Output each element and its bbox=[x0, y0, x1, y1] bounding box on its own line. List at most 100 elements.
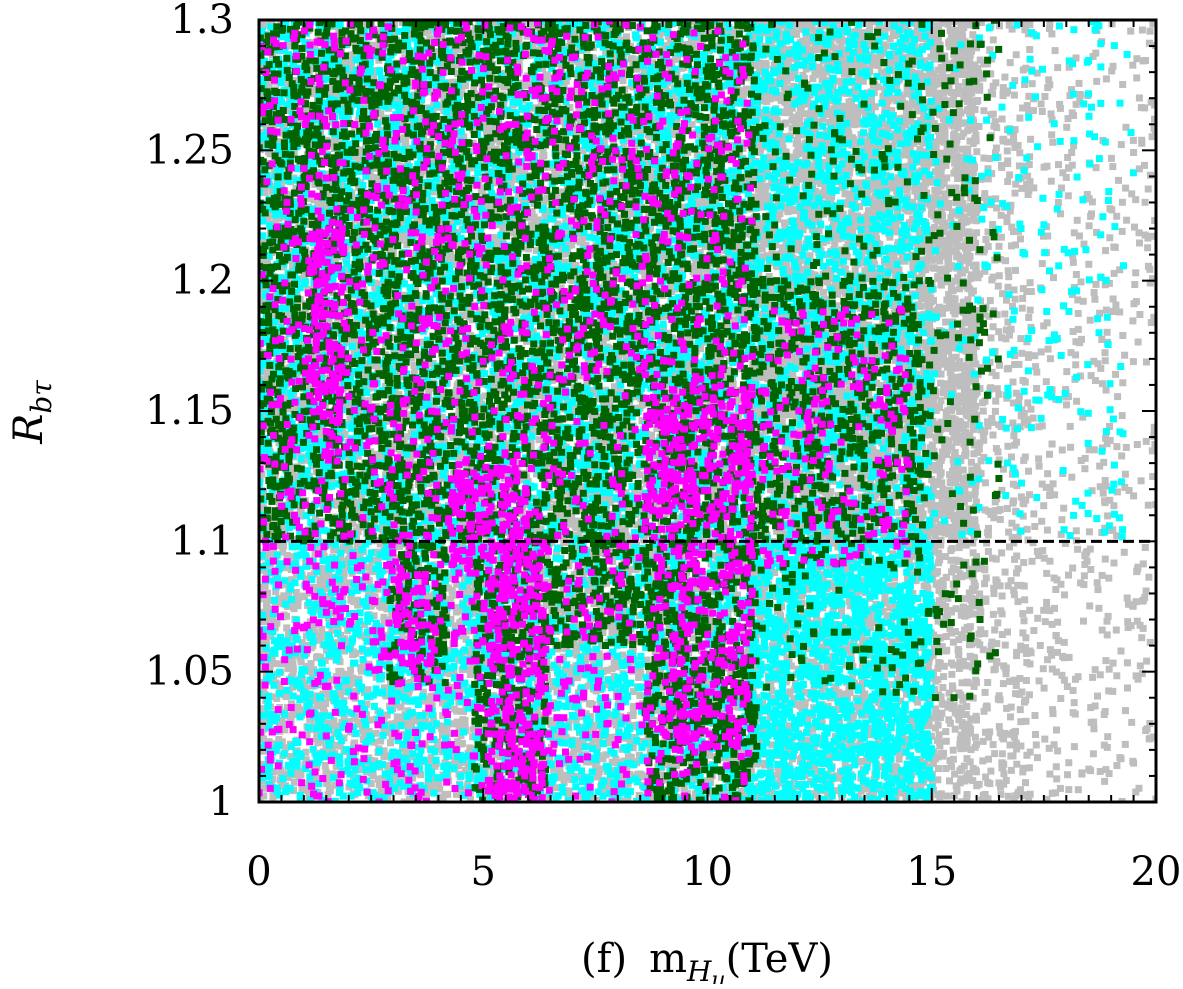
data-point bbox=[1046, 451, 1053, 458]
data-point bbox=[988, 276, 995, 283]
data-point bbox=[1102, 766, 1109, 773]
data-point bbox=[1081, 465, 1088, 472]
data-point bbox=[1081, 572, 1088, 579]
data-point bbox=[985, 175, 992, 182]
data-point bbox=[992, 398, 999, 405]
data-point bbox=[1143, 658, 1150, 665]
data-point bbox=[1130, 492, 1137, 499]
data-point bbox=[948, 671, 955, 678]
data-point bbox=[1067, 444, 1074, 451]
data-point bbox=[1049, 139, 1056, 146]
data-point bbox=[1086, 528, 1093, 535]
data-point bbox=[1044, 163, 1051, 170]
data-point bbox=[1111, 560, 1118, 567]
data-point bbox=[1113, 213, 1120, 220]
data-point bbox=[982, 689, 989, 696]
data-point bbox=[1147, 735, 1154, 742]
data-point bbox=[1044, 527, 1051, 534]
data-point bbox=[1077, 91, 1084, 98]
data-point bbox=[1058, 672, 1065, 679]
data-point bbox=[1043, 605, 1050, 612]
data-point bbox=[1072, 361, 1079, 368]
data-point bbox=[1050, 710, 1057, 717]
data-point bbox=[1143, 588, 1150, 595]
data-point bbox=[1021, 596, 1028, 603]
data-point bbox=[1144, 244, 1151, 251]
data-point bbox=[1147, 172, 1154, 179]
data-point bbox=[1057, 695, 1064, 702]
data-point bbox=[1033, 741, 1040, 748]
data-point bbox=[1025, 191, 1032, 198]
data-point bbox=[1011, 92, 1018, 99]
data-point bbox=[1133, 74, 1140, 81]
data-point bbox=[1047, 646, 1054, 653]
data-point bbox=[1046, 771, 1053, 778]
data-point bbox=[1090, 725, 1097, 732]
data-point bbox=[1080, 298, 1087, 305]
data-point bbox=[1065, 192, 1072, 199]
data-point bbox=[1063, 368, 1070, 375]
data-point bbox=[1104, 631, 1111, 638]
data-point bbox=[1145, 502, 1152, 509]
data-point bbox=[1031, 352, 1038, 359]
data-point bbox=[1094, 579, 1101, 586]
data-point bbox=[1118, 452, 1125, 459]
data-point bbox=[1025, 93, 1032, 100]
data-point bbox=[1021, 617, 1028, 624]
data-point bbox=[1102, 247, 1109, 254]
data-point bbox=[1101, 778, 1108, 785]
data-point bbox=[1049, 790, 1056, 797]
data-point bbox=[1118, 141, 1125, 148]
data-point bbox=[1106, 234, 1113, 241]
data-point bbox=[1119, 332, 1126, 339]
data-point bbox=[1071, 699, 1078, 706]
data-point bbox=[1055, 199, 1062, 206]
data-point bbox=[1088, 210, 1095, 217]
data-point bbox=[1105, 575, 1112, 582]
data-point bbox=[1130, 358, 1137, 365]
data-point bbox=[1136, 311, 1143, 318]
data-point bbox=[1136, 240, 1143, 247]
data-point bbox=[1130, 149, 1137, 156]
data-point bbox=[1070, 259, 1077, 266]
data-point bbox=[1078, 278, 1085, 285]
data-point bbox=[1102, 657, 1109, 664]
data-point bbox=[1087, 317, 1094, 324]
data-point bbox=[1016, 115, 1023, 122]
data-point bbox=[1136, 95, 1143, 102]
data-point bbox=[1054, 747, 1061, 754]
data-point bbox=[1090, 750, 1097, 757]
data-point bbox=[1119, 379, 1126, 386]
data-point bbox=[1124, 618, 1131, 625]
data-point bbox=[1043, 570, 1050, 577]
data-point bbox=[1102, 556, 1109, 563]
data-point bbox=[1123, 217, 1130, 224]
data-point bbox=[1046, 25, 1053, 32]
data-point bbox=[1070, 709, 1077, 716]
data-point bbox=[1063, 401, 1070, 408]
data-point bbox=[1053, 775, 1060, 782]
data-point bbox=[1119, 228, 1126, 235]
data-point bbox=[1110, 308, 1117, 315]
data-point bbox=[1104, 744, 1111, 751]
data-point bbox=[1071, 743, 1078, 750]
data-point bbox=[1034, 615, 1041, 622]
data-point bbox=[1116, 309, 1123, 316]
data-point bbox=[1145, 263, 1152, 270]
data-point bbox=[1142, 544, 1149, 551]
data-point bbox=[1102, 349, 1109, 356]
data-point bbox=[1030, 627, 1037, 634]
data-point bbox=[1080, 618, 1087, 625]
data-point bbox=[1030, 184, 1037, 191]
data-point bbox=[1060, 505, 1067, 512]
data-point bbox=[1091, 296, 1098, 303]
data-point bbox=[1049, 666, 1056, 673]
data-point bbox=[950, 747, 957, 754]
data-point bbox=[1121, 549, 1128, 556]
data-point bbox=[1037, 642, 1044, 649]
data-point bbox=[1125, 601, 1132, 608]
data-point bbox=[1108, 155, 1115, 162]
data-point bbox=[1102, 708, 1109, 715]
data-point bbox=[1110, 660, 1117, 667]
data-point bbox=[1073, 527, 1080, 534]
